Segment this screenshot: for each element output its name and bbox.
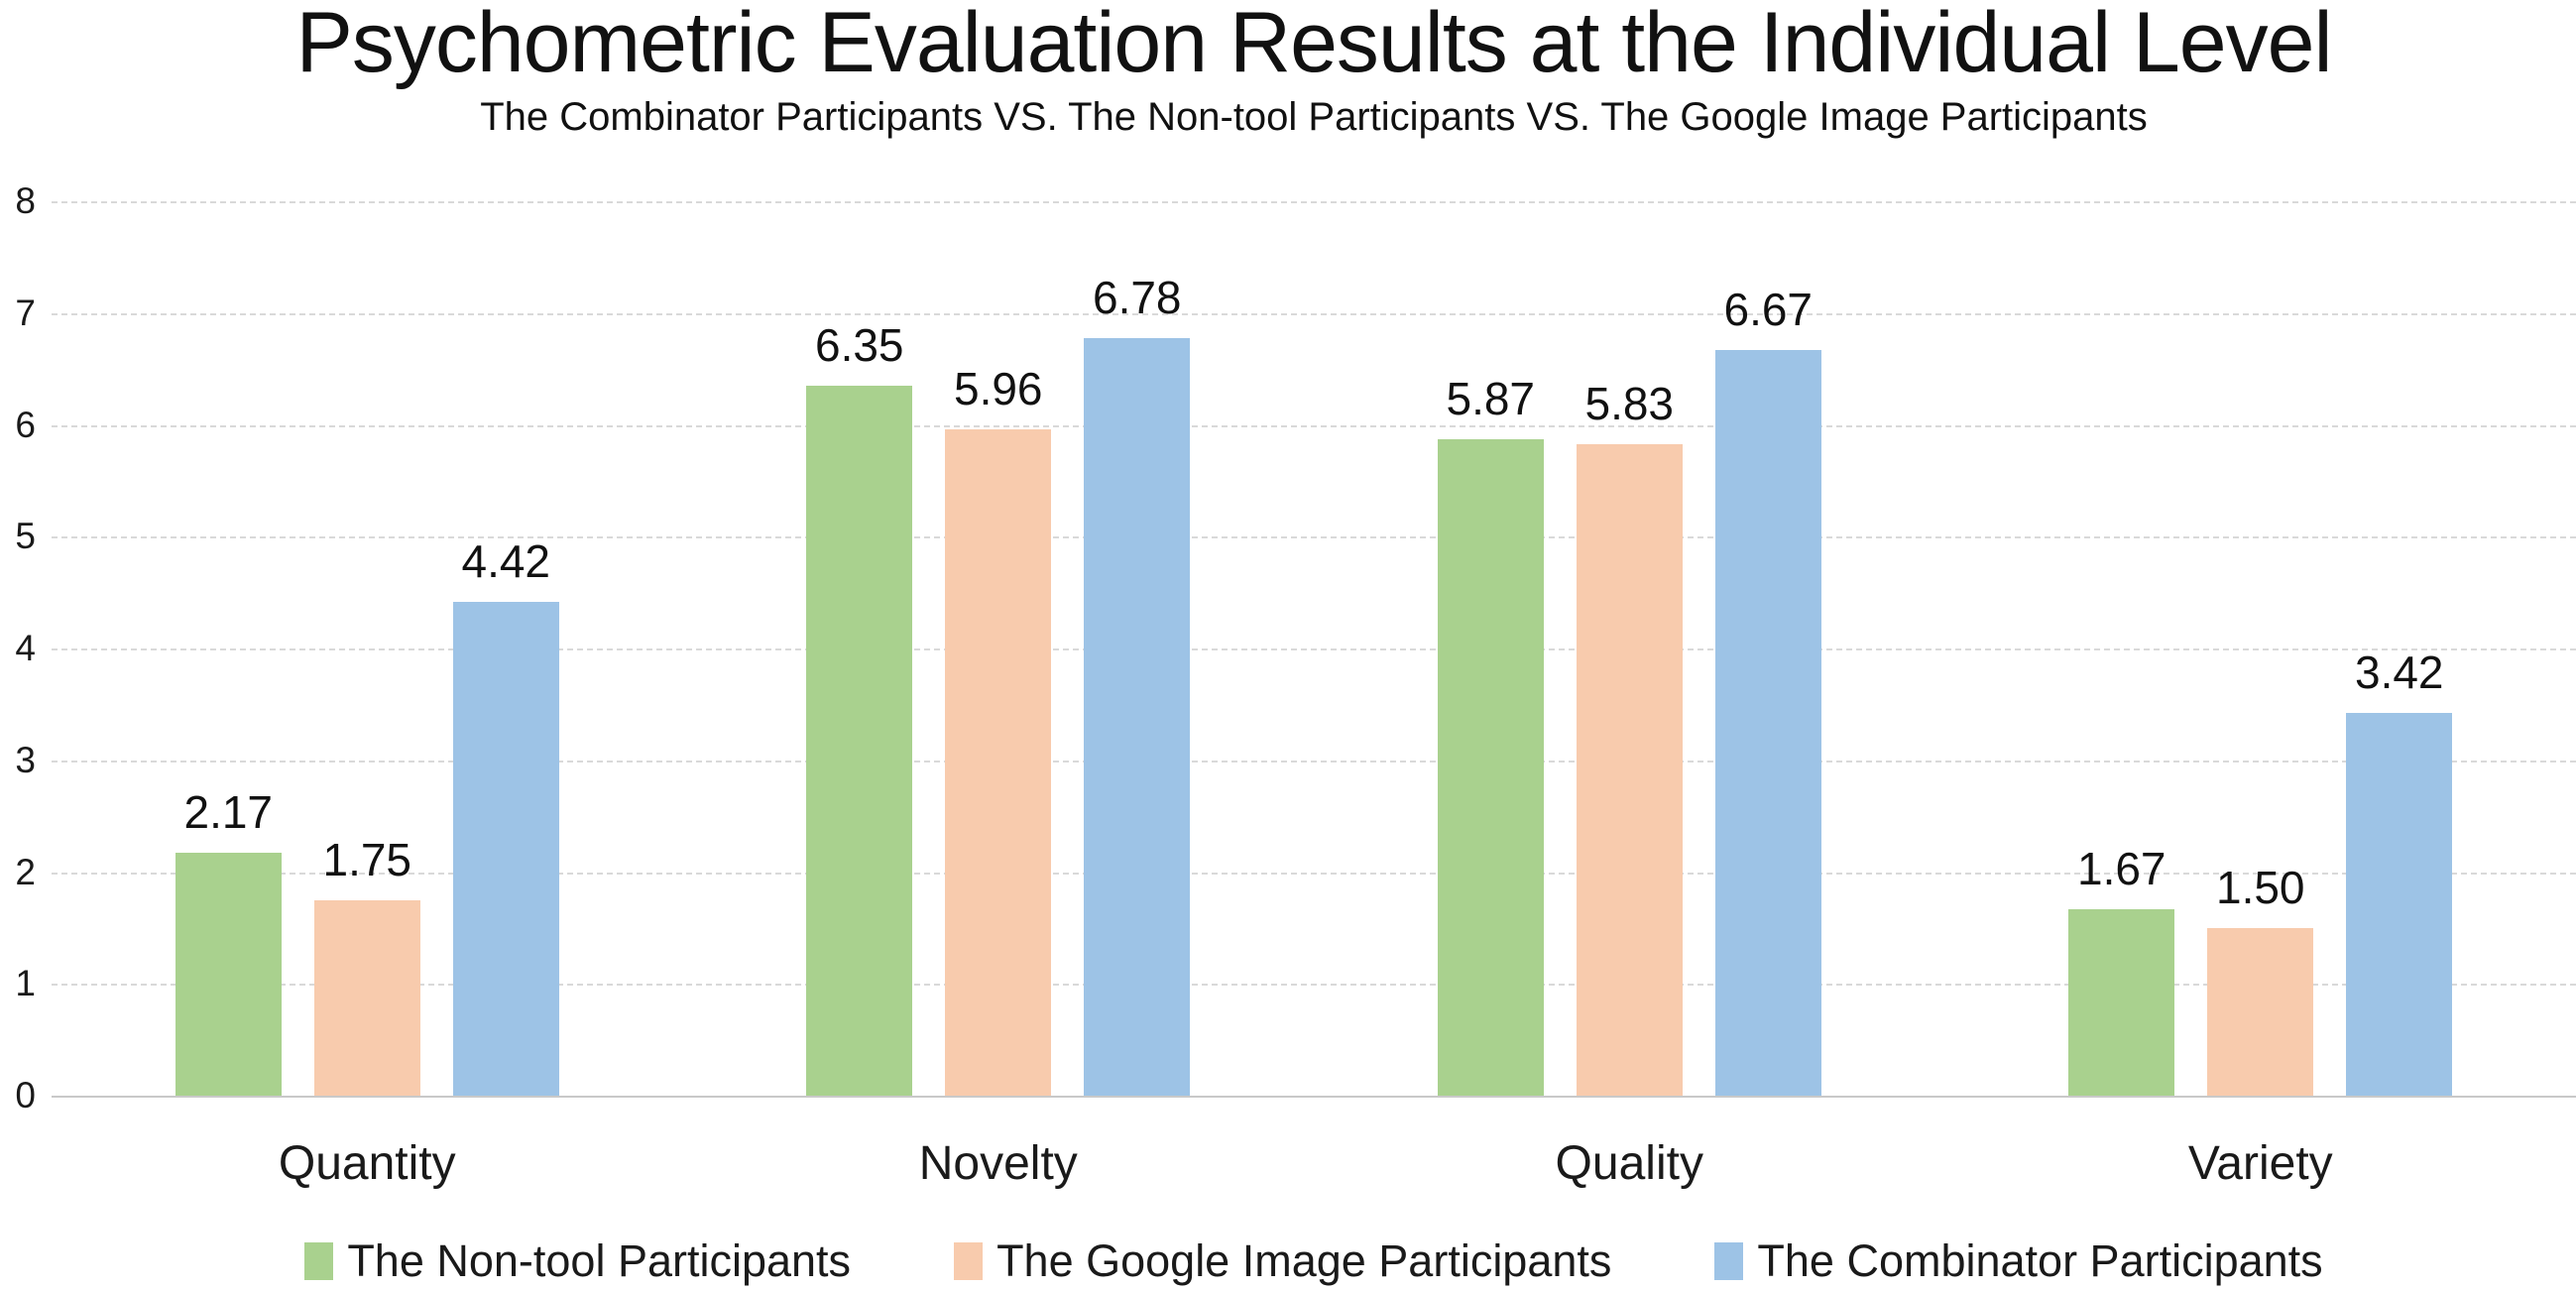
bar-variety-series-1 [2207, 927, 2314, 1096]
y-tick-label-8: 8 [15, 180, 36, 221]
bar-novelty-series-1 [945, 429, 1052, 1096]
chart-title: Psychometric Evaluation Results at the I… [295, 0, 2332, 90]
bar-quality-series-1 [1576, 443, 1683, 1096]
gridline-7 [52, 312, 2576, 315]
gridline-3 [52, 760, 2576, 763]
value-label-novelty-series-1: 5.96 [953, 363, 1043, 415]
bar-novelty-series-0 [806, 386, 913, 1096]
legend: The Non-tool Participants The Google Imag… [52, 1235, 2576, 1287]
legend-label: The Combinator Participants [1757, 1235, 2323, 1286]
value-label-variety-series-2: 3.42 [2354, 646, 2444, 699]
legend-label: The Non-tool Participants [347, 1235, 852, 1286]
bar-quantity-series-0 [175, 853, 282, 1096]
gridline-6 [52, 424, 2576, 427]
bar-quantity-series-2 [452, 601, 559, 1096]
value-label-quantity-series-1: 1.75 [322, 833, 412, 885]
legend-swatch-icon [304, 1242, 334, 1280]
legend-item-2: The Combinator Participants [1714, 1235, 2323, 1287]
category-label-novelty: Novelty [918, 1137, 1078, 1190]
y-tick-label-4: 4 [15, 628, 36, 668]
value-label-quantity-series-0: 2.17 [183, 786, 274, 839]
category-label-variety: Variety [2187, 1137, 2333, 1190]
plot-area: 2.17 1.75 4.42 6.35 5.96 6.78 5.87 5.83 6.67 1.67… [52, 201, 2576, 1098]
x-axis: Quantity Novelty Quality Variety [52, 1136, 2576, 1200]
legend-swatch-icon [1714, 1242, 1744, 1280]
gridline-5 [52, 536, 2576, 539]
gridline-4 [52, 648, 2576, 650]
gridline-8 [52, 201, 2576, 203]
legend-item-1: The Google Image Participants [954, 1235, 1611, 1287]
y-tick-label-3: 3 [15, 739, 36, 780]
legend-swatch-icon [954, 1242, 984, 1280]
y-axis: 0 1 2 3 4 5 6 7 8 [0, 180, 36, 1115]
legend-label: The Google Image Participants [996, 1235, 1612, 1286]
gridline-1 [52, 984, 2576, 987]
value-label-quantity-series-2: 4.42 [461, 534, 551, 587]
value-label-quality-series-1: 5.83 [1584, 377, 1675, 429]
y-tick-label-2: 2 [15, 851, 36, 892]
y-tick-label-5: 5 [15, 516, 36, 557]
gridline-0 [52, 1096, 2576, 1098]
value-label-quality-series-0: 5.87 [1446, 373, 1536, 425]
bar-novelty-series-2 [1084, 337, 1191, 1096]
bar-quality-series-0 [1437, 439, 1544, 1096]
category-label-quality: Quality [1555, 1137, 1703, 1190]
value-label-variety-series-1: 1.50 [2215, 861, 2305, 913]
bar-quantity-series-1 [313, 899, 420, 1096]
y-tick-label-7: 7 [15, 292, 36, 333]
value-label-novelty-series-0: 6.35 [814, 319, 904, 372]
category-label-quantity: Quantity [278, 1137, 456, 1190]
bar-variety-series-2 [2346, 713, 2453, 1096]
y-tick-label-0: 0 [15, 1075, 36, 1115]
value-label-variety-series-0: 1.67 [2076, 842, 2166, 894]
value-label-novelty-series-2: 6.78 [1092, 271, 1182, 323]
legend-item-0: The Non-tool Participants [304, 1235, 851, 1287]
y-tick-label-1: 1 [15, 963, 36, 1004]
y-tick-label-6: 6 [15, 404, 36, 445]
gridline-2 [52, 872, 2576, 875]
bar-variety-series-0 [2068, 908, 2175, 1096]
bar-quality-series-2 [1714, 349, 1821, 1096]
chart-subtitle: The Combinator Participants VS. The Non-… [480, 95, 2148, 139]
value-label-quality-series-2: 6.67 [1723, 283, 1814, 335]
